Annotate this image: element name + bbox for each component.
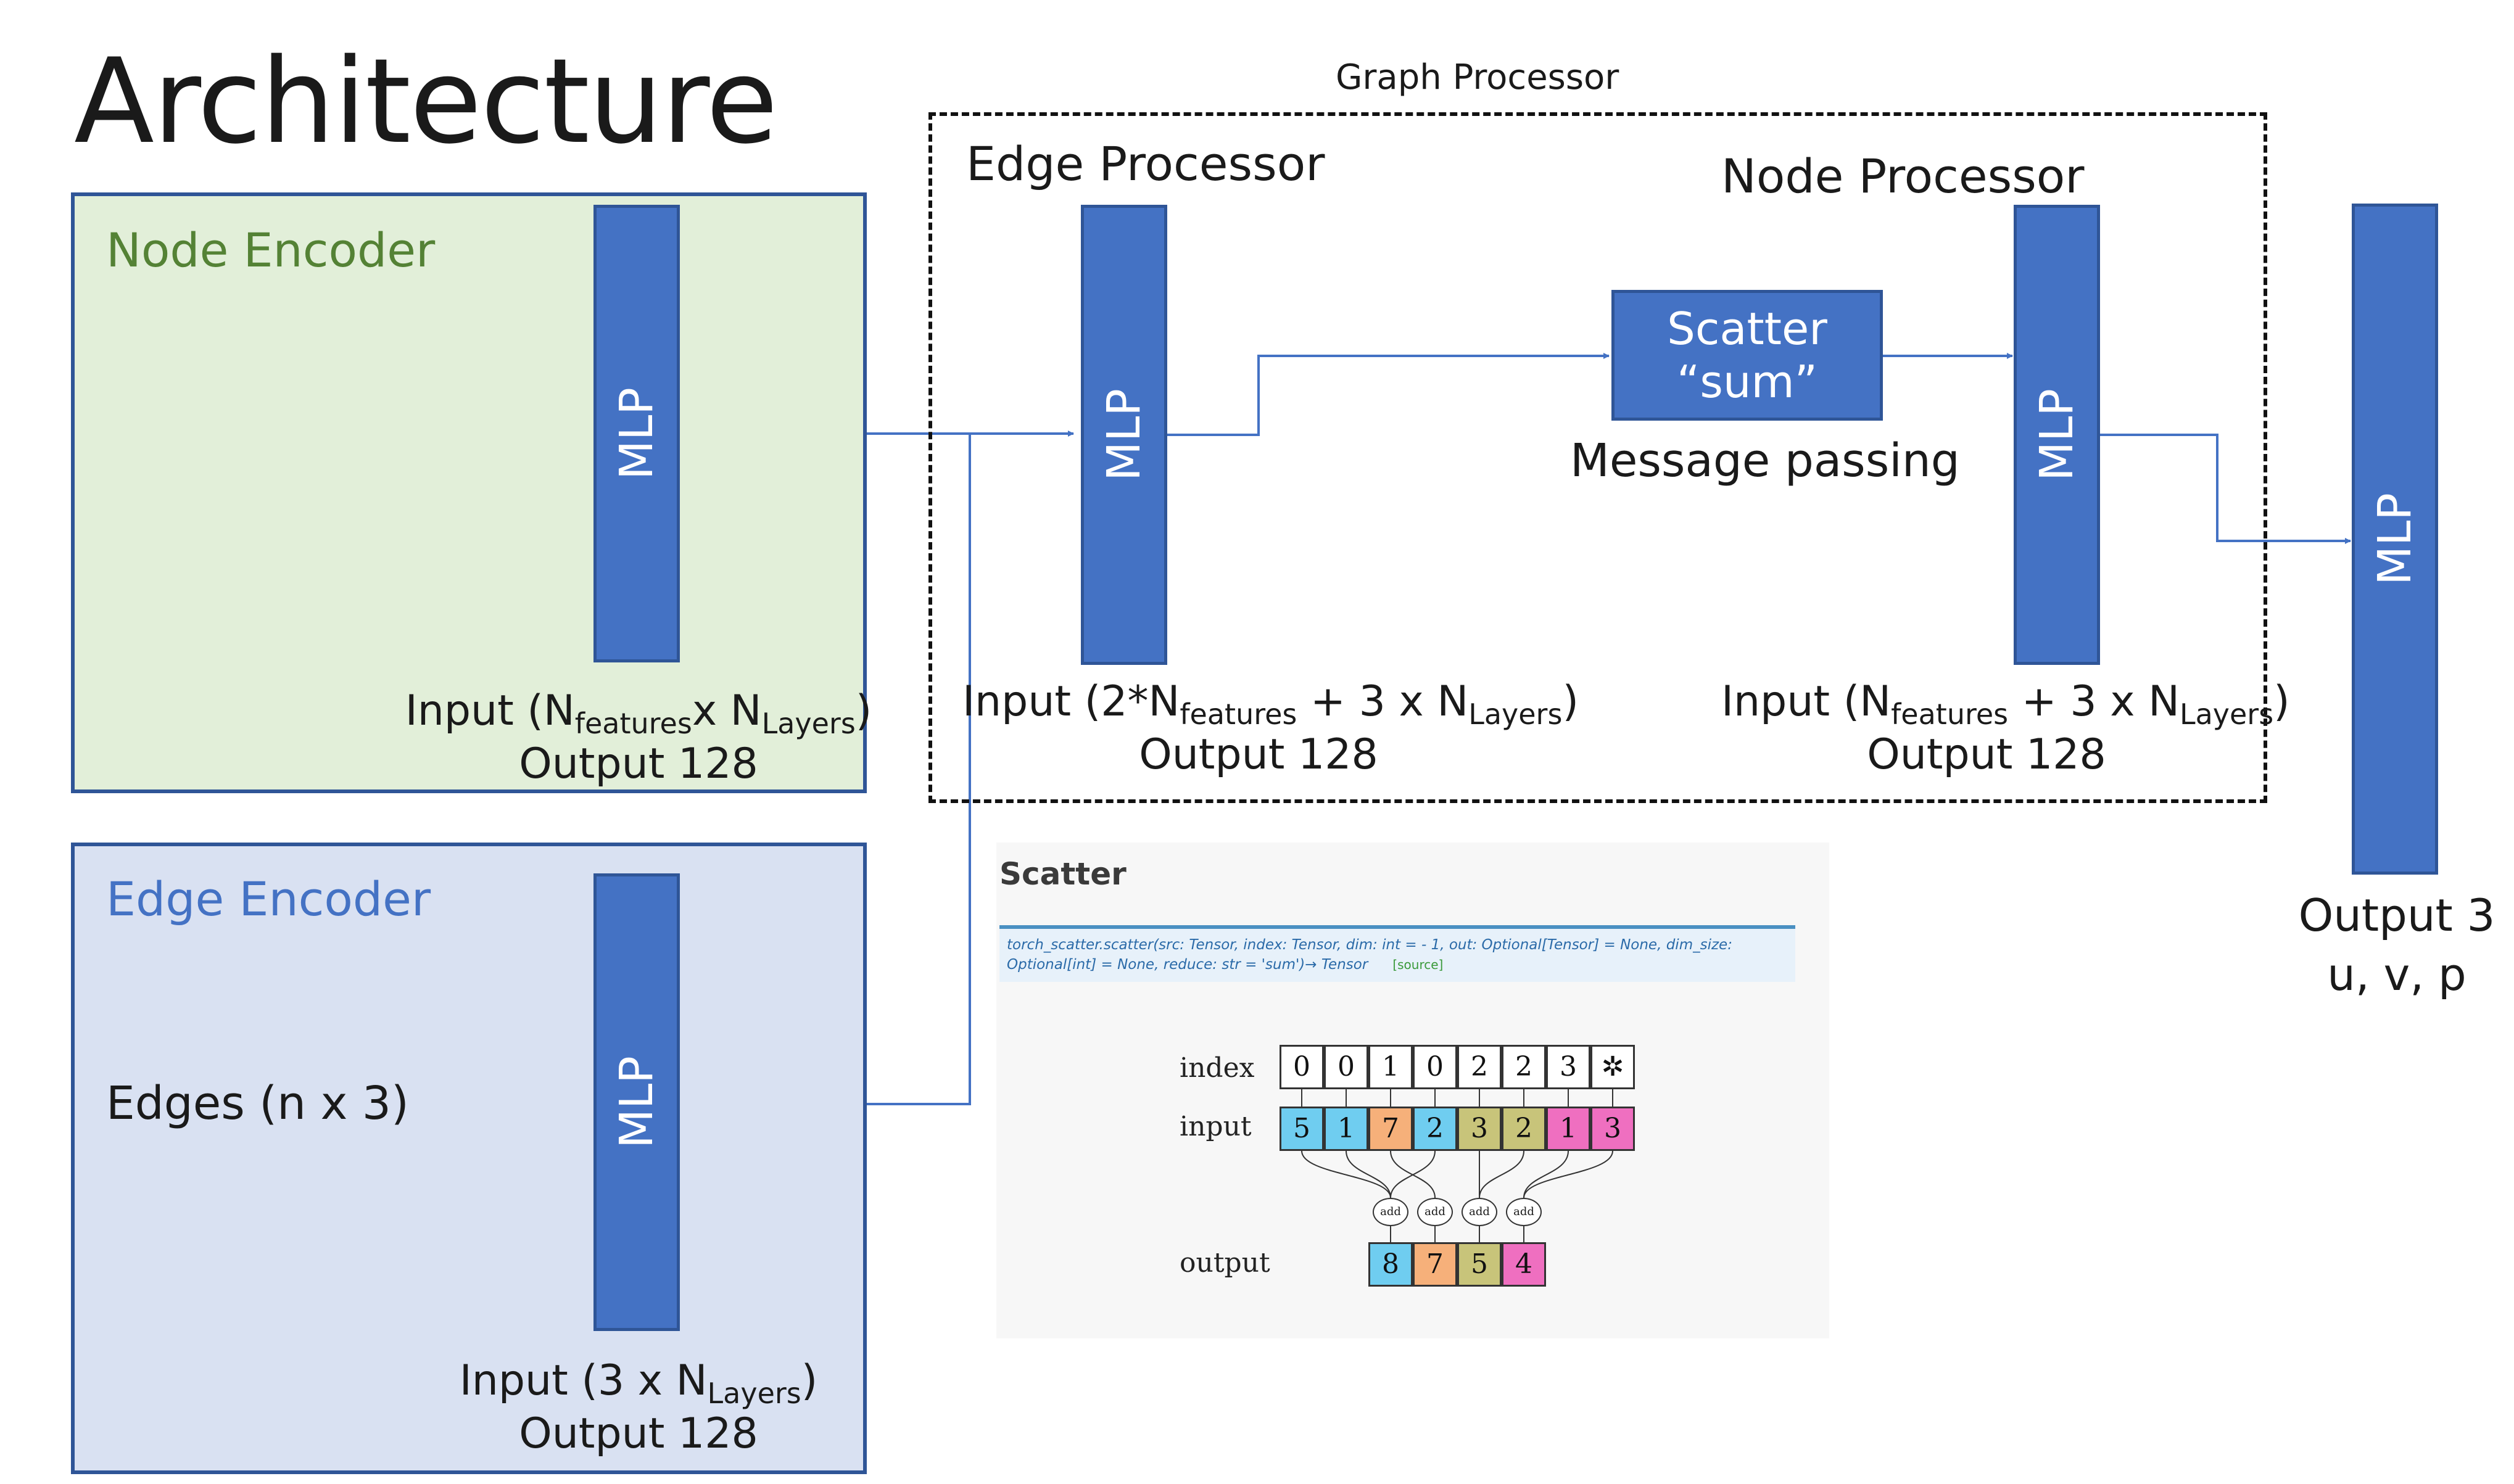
index-cell: 1 — [1368, 1045, 1413, 1089]
edge-processor-caption: Input (2*Nfeatures + 3 x NLayers) Output… — [962, 675, 1579, 781]
node-encoder-mlp: MLP — [593, 205, 680, 662]
index-cell: 0 — [1324, 1045, 1368, 1089]
input-cell: 1 — [1546, 1107, 1590, 1151]
edge-processor-label: Edge Processor — [966, 136, 1325, 191]
index-row-label: index — [1180, 1052, 1255, 1084]
node-processor-mlp: MLP — [2014, 205, 2100, 665]
edge-encoder-mlp: MLP — [593, 873, 680, 1331]
input-cell: 3 — [1590, 1107, 1635, 1151]
index-cell: 2 — [1457, 1045, 1502, 1089]
edge-processor-mlp: MLP — [1081, 205, 1167, 665]
arrow-edge-processor-to-scatter — [1166, 353, 1610, 436]
output-cell: 5 — [1457, 1242, 1502, 1287]
output-cell: 8 — [1368, 1242, 1413, 1287]
edge-processor-input: Input (2*Nfeatures + 3 x NLayers) — [962, 677, 1579, 731]
scatter-sum-box: Scatter “sum” — [1611, 290, 1883, 421]
input-cell: 3 — [1457, 1107, 1502, 1151]
output-row-label: output — [1180, 1247, 1270, 1279]
input-to-add-curve — [1390, 1150, 1436, 1198]
graph-processor-label: Graph Processor — [1336, 57, 1619, 97]
edge-encoder-caption: Input (3 x NLayers) Output 128 — [382, 1354, 895, 1461]
scatter-doc-rule — [999, 925, 1795, 929]
add-node: add — [1462, 1198, 1497, 1226]
node-encoder-output: Output 128 — [519, 740, 758, 788]
page-title: Architecture — [74, 33, 778, 170]
output-cell: 7 — [1413, 1242, 1457, 1287]
index-cell: 2 — [1502, 1045, 1546, 1089]
node-processor-label: Node Processor — [1721, 149, 2085, 204]
add-node: add — [1506, 1198, 1542, 1226]
signature-line-2: Optional[int] = None, reduce: str = 'sum… — [1007, 957, 1444, 973]
input-cell: 2 — [1413, 1107, 1457, 1151]
edge-encoder-label: Edge Encoder — [106, 872, 431, 926]
scatter-reduce-label: “sum” — [1677, 356, 1817, 408]
index-cell: 0 — [1413, 1045, 1457, 1089]
signature-line-1: torch_scatter.scatter(src: Tensor, index… — [1007, 937, 1732, 953]
node-encoder-input: Input (Nfeaturesx NLayers) — [405, 686, 872, 740]
arrow-node-processor-to-decoder — [2099, 434, 2351, 544]
decoder-mlp: MLP — [2352, 204, 2438, 875]
input-cell: 2 — [1502, 1107, 1546, 1151]
node-processor-output: Output 128 — [1867, 730, 2106, 779]
add-node: add — [1373, 1198, 1408, 1226]
node-processor-input: Input (Nfeatures + 3 x NLayers) — [1721, 677, 2290, 731]
edge-encoder-input: Input (3 x NLayers) — [459, 1356, 818, 1410]
input-to-add-curve — [1523, 1150, 1613, 1198]
decoder-output-caption: Output 3 u, v, p — [2283, 886, 2511, 1004]
decoder-output-count: Output 3 — [2298, 889, 2495, 941]
input-cell: 7 — [1368, 1107, 1413, 1151]
input-to-add-curve — [1301, 1150, 1391, 1198]
source-link[interactable]: [source] — [1392, 957, 1444, 972]
input-to-add-curve — [1346, 1150, 1391, 1198]
index-cell: 3 — [1546, 1045, 1590, 1089]
node-encoder-box — [71, 192, 867, 793]
input-cell: 1 — [1324, 1107, 1368, 1151]
scatter-label: Scatter — [1667, 303, 1827, 355]
edge-processor-output: Output 128 — [1139, 730, 1378, 779]
index-cell: 0 — [1280, 1045, 1324, 1089]
edge-encoder-output: Output 128 — [519, 1409, 758, 1458]
node-processor-caption: Input (Nfeatures + 3 x NLayers) Output 1… — [1721, 675, 2290, 781]
index-cell: ✲ — [1590, 1045, 1635, 1089]
scatter-doc-heading: Scatter — [999, 856, 1127, 892]
edge-encoder-box — [71, 843, 867, 1474]
node-encoder-label: Node Encoder — [106, 223, 436, 278]
input-to-add-curve — [1479, 1150, 1524, 1198]
node-encoder-caption: Input (Nfeaturesx NLayers) Output 128 — [382, 685, 895, 791]
edges-text: Edges (n x 3) — [106, 1077, 409, 1130]
scatter-doc-signature: torch_scatter.scatter(src: Tensor, index… — [999, 929, 1795, 982]
message-passing-caption: Message passing — [1570, 434, 1960, 487]
decoder-output-vars: u, v, p — [2327, 949, 2466, 1000]
input-cell: 5 — [1280, 1107, 1324, 1151]
input-to-add-curve — [1523, 1150, 1569, 1198]
output-cell: 4 — [1502, 1242, 1546, 1287]
input-row-label: input — [1180, 1111, 1252, 1142]
graph-processor-box — [928, 112, 2267, 803]
add-node: add — [1417, 1198, 1453, 1226]
